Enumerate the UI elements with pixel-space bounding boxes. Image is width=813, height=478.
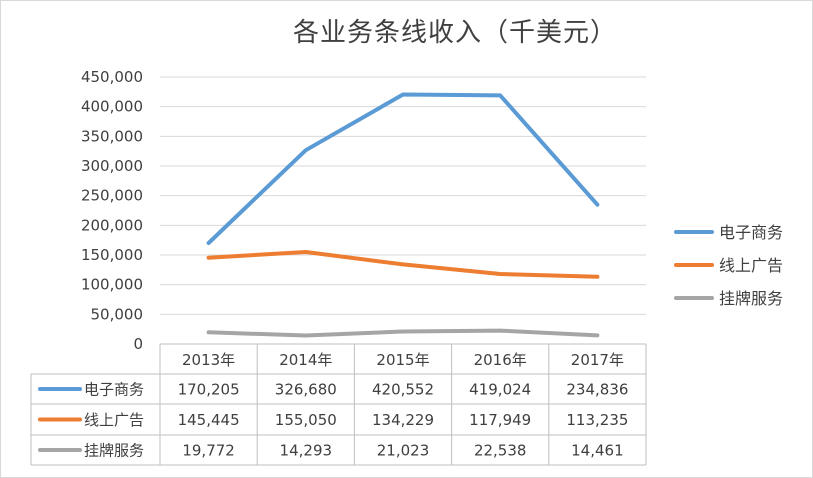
category-label: 2013年 — [182, 351, 235, 369]
category-label: 2017年 — [571, 351, 624, 369]
y-tick-label: 350,000 — [81, 127, 143, 145]
table-cell: 14,461 — [571, 442, 624, 460]
table-cell: 134,229 — [372, 411, 434, 429]
table-cell: 21,023 — [377, 442, 430, 460]
table-row-label: 线上广告 — [84, 411, 144, 429]
legend-label: 电子商务 — [719, 223, 783, 242]
table-row-label: 挂牌服务 — [84, 442, 144, 460]
legend-label: 线上广告 — [719, 256, 783, 275]
y-tick-label: 0 — [133, 335, 143, 353]
series-lines — [206, 92, 600, 338]
table-cell: 155,050 — [275, 411, 337, 429]
category-label: 2015年 — [376, 351, 429, 369]
table-cell: 19,772 — [182, 442, 235, 460]
y-tick-label: 250,000 — [81, 187, 143, 205]
table-cell: 14,293 — [280, 442, 333, 460]
y-tick-label: 100,000 — [81, 276, 143, 294]
table-cell: 22,538 — [474, 442, 527, 460]
table-cell: 113,235 — [566, 411, 628, 429]
gridlines — [160, 76, 646, 315]
chart-title: 各业务条线收入（千美元） — [293, 18, 617, 48]
category-label: 2014年 — [279, 351, 332, 369]
table-cell: 420,552 — [372, 381, 434, 399]
table-cell: 419,024 — [469, 381, 531, 399]
y-tick-label: 200,000 — [81, 216, 143, 234]
table-cell: 234,836 — [566, 381, 628, 399]
series-line — [206, 92, 600, 245]
table-cell: 326,680 — [275, 381, 337, 399]
y-tick-label: 50,000 — [91, 305, 144, 323]
y-tick-label: 450,000 — [81, 68, 143, 86]
y-tick-label: 400,000 — [81, 98, 143, 116]
y-axis-ticks: 0 50,000 100,000 150,000 200,000 250,000 300,0… — [81, 68, 143, 353]
table-cell: 170,205 — [178, 381, 240, 399]
y-tick-label: 300,000 — [81, 157, 143, 175]
table-row-label: 电子商务 — [84, 381, 144, 399]
table-cell: 117,949 — [469, 411, 531, 429]
legend-label: 挂牌服务 — [719, 289, 783, 308]
series-line — [206, 328, 600, 338]
category-label: 2016年 — [474, 351, 527, 369]
y-tick-label: 150,000 — [81, 246, 143, 264]
table-cell: 145,445 — [178, 411, 240, 429]
